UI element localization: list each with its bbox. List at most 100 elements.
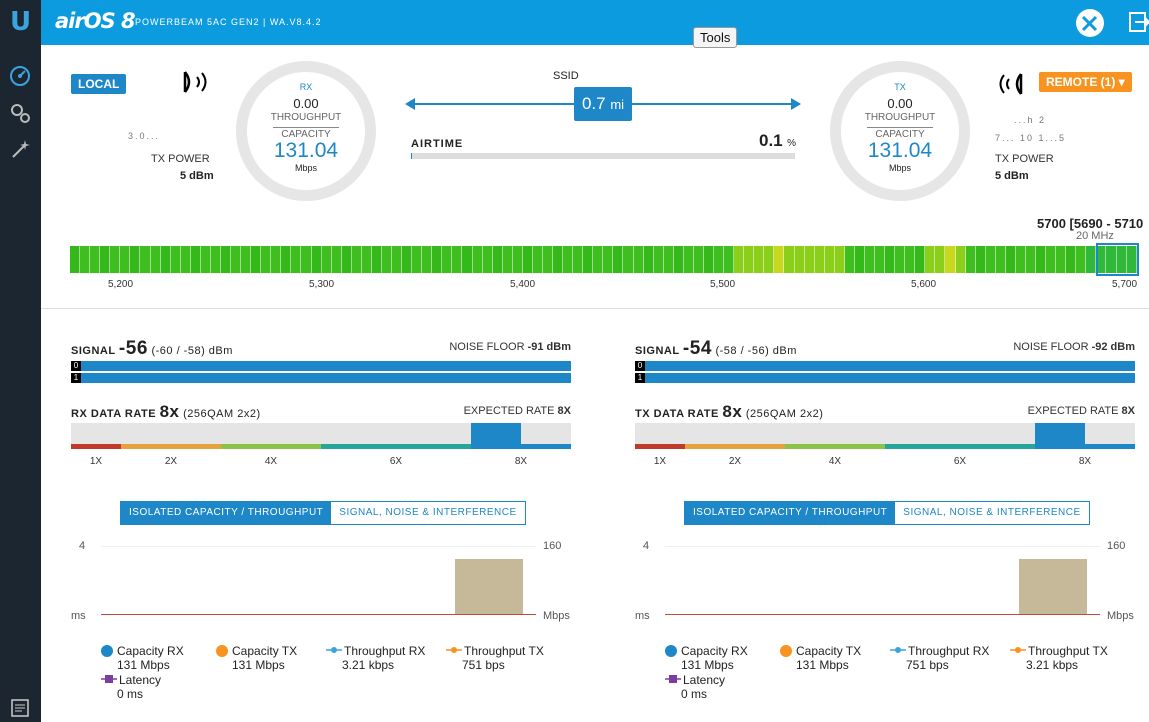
spectrum-cell <box>714 246 725 273</box>
rx-gauge: RX 0.00 THROUGHPUT CAPACITY 131.04 Mbps <box>236 61 376 201</box>
distance-unit: mi <box>610 97 625 112</box>
spectrum-cell <box>794 246 805 273</box>
expected-rate-label: EXPECTED RATE <box>1027 405 1119 417</box>
spectrum-cell <box>522 246 533 273</box>
tab-capacity-throughput[interactable]: ISOLATED CAPACITY / THROUGHPUT <box>685 502 896 524</box>
airtime-bar <box>411 153 795 159</box>
latency-line <box>665 614 1100 615</box>
signal-chains: (-60 / -58) dBm <box>151 345 233 357</box>
latency-line <box>101 614 536 615</box>
spectrum-cell <box>693 246 704 273</box>
local-stats-panel: SIGNAL -56 (-60 / -58) dBm NOISE FLOOR -… <box>71 336 571 722</box>
spectrum-cell <box>241 246 252 273</box>
rx-gauge-title: RX <box>299 82 313 92</box>
rate-fill <box>1035 423 1085 444</box>
spectrum-cell <box>633 246 644 273</box>
spectrum-cell <box>321 246 332 273</box>
spectrum-cell <box>512 246 523 273</box>
spectrum-cell <box>432 246 443 273</box>
log-icon[interactable] <box>6 694 34 722</box>
legend-value: 3.21 kbps <box>342 658 395 672</box>
spectrum-cell <box>915 246 926 273</box>
legend-item[interactable]: Capacity RX 131 Mbps <box>101 644 184 672</box>
spectrum-tick: 5,700 <box>1112 279 1138 290</box>
spectrum-cell <box>804 246 815 273</box>
tab-signal-noise[interactable]: SIGNAL, NOISE & INTERFERENCE <box>895 502 1089 524</box>
spectrum-cell <box>663 246 674 273</box>
spectrum-cell <box>844 246 855 273</box>
signal-label: SIGNAL <box>71 345 116 357</box>
spectrum-cell <box>261 246 272 273</box>
spectrum-cell <box>683 246 694 273</box>
local-tx-power-label: TX POWER <box>151 153 210 165</box>
wizard-wand-icon[interactable] <box>6 136 34 164</box>
legend-label: Throughput RX <box>908 644 990 658</box>
chain0-label: 0 <box>635 361 645 371</box>
rate-segment <box>1035 444 1135 449</box>
legend-item[interactable]: Throughput TX 751 bps <box>446 644 544 672</box>
legend-item[interactable]: Throughput TX 3.21 kbps <box>1010 644 1108 672</box>
local-antenna-icon <box>183 71 207 93</box>
legend-item[interactable]: Latency 0 ms <box>665 673 725 701</box>
spectrum-cell <box>271 246 282 273</box>
grid-top <box>101 546 536 547</box>
remote-tx-power-label: TX POWER <box>995 153 1054 165</box>
tools-icon[interactable] <box>1075 8 1105 38</box>
spectrum-cell <box>110 246 121 273</box>
spectrum-cell <box>180 246 191 273</box>
spectrum-tick: 5,600 <box>911 279 937 290</box>
ubiquiti-logo-icon[interactable]: U <box>9 7 32 37</box>
legend-dot-icon <box>665 645 677 657</box>
rate-segment <box>785 444 885 449</box>
rate-tick: 1X <box>89 456 103 467</box>
dashboard-icon[interactable] <box>6 62 34 90</box>
legend-item[interactable]: Throughput RX 3.21 kbps <box>326 644 425 672</box>
rate-segment <box>885 444 1035 449</box>
settings-gears-icon[interactable] <box>6 99 34 127</box>
tx-capacity-value: 131.04 <box>867 139 933 162</box>
spectrum-cell <box>854 246 865 273</box>
legend-value: 131 Mbps <box>796 658 849 672</box>
data-rate-value: 8x <box>159 402 180 421</box>
axis-right-unit: Mbps <box>543 610 570 622</box>
spectrum-cell <box>130 246 141 273</box>
data-rate-value: 8x <box>722 402 743 421</box>
ssid-label: SSID <box>553 70 579 82</box>
signal-value: -56 <box>118 338 148 359</box>
spectrum-cell <box>824 246 835 273</box>
spectrum-cell <box>200 246 211 273</box>
spectrum-cell <box>774 246 785 273</box>
signal-bar-chain0: 0 <box>71 361 571 371</box>
sidebar: U <box>0 0 41 722</box>
remote-dropdown[interactable]: REMOTE (1) ▾ <box>1039 72 1132 92</box>
top-bar: airOS 8 POWERBEAM 5AC GEN2 | WA.V8.4.2 <box>41 0 1149 45</box>
axis-left-unit: ms <box>71 610 86 622</box>
tab-signal-noise[interactable]: SIGNAL, NOISE & INTERFERENCE <box>331 502 525 524</box>
tab-capacity-throughput[interactable]: ISOLATED CAPACITY / THROUGHPUT <box>121 502 332 524</box>
axis-right-unit: Mbps <box>1107 610 1134 622</box>
spectrum-bar[interactable] <box>70 246 1137 273</box>
expected-rate-value: 8X <box>1121 405 1135 417</box>
legend-item[interactable]: Latency 0 ms <box>101 673 161 701</box>
noise-value: -91 dBm <box>527 341 571 353</box>
legend-item[interactable]: Capacity TX 131 Mbps <box>780 644 861 672</box>
rate-tick: 4X <box>264 456 278 467</box>
rate-tick: 2X <box>728 456 742 467</box>
spectrum-cell <box>905 246 916 273</box>
rate-tick: 8X <box>514 456 528 467</box>
spectrum-cell <box>1086 246 1097 273</box>
spectrum-cell <box>1096 246 1107 273</box>
spectrum-cell <box>1015 246 1026 273</box>
channel-selection[interactable] <box>1096 243 1139 276</box>
spectrum-cell <box>754 246 765 273</box>
chart-tabs: ISOLATED CAPACITY / THROUGHPUT SIGNAL, N… <box>120 501 526 525</box>
legend-item[interactable]: Capacity RX 131 Mbps <box>665 644 748 672</box>
legend-item[interactable]: Throughput RX 751 bps <box>890 644 989 672</box>
logout-icon[interactable] <box>1127 10 1149 34</box>
legend-item[interactable]: Capacity TX 131 Mbps <box>216 644 297 672</box>
spectrum-cell <box>311 246 322 273</box>
rx-throughput-value: 0.00 <box>293 96 319 111</box>
local-badge[interactable]: LOCAL <box>71 74 127 94</box>
spectrum-cell <box>643 246 654 273</box>
spectrum-cell <box>673 246 684 273</box>
